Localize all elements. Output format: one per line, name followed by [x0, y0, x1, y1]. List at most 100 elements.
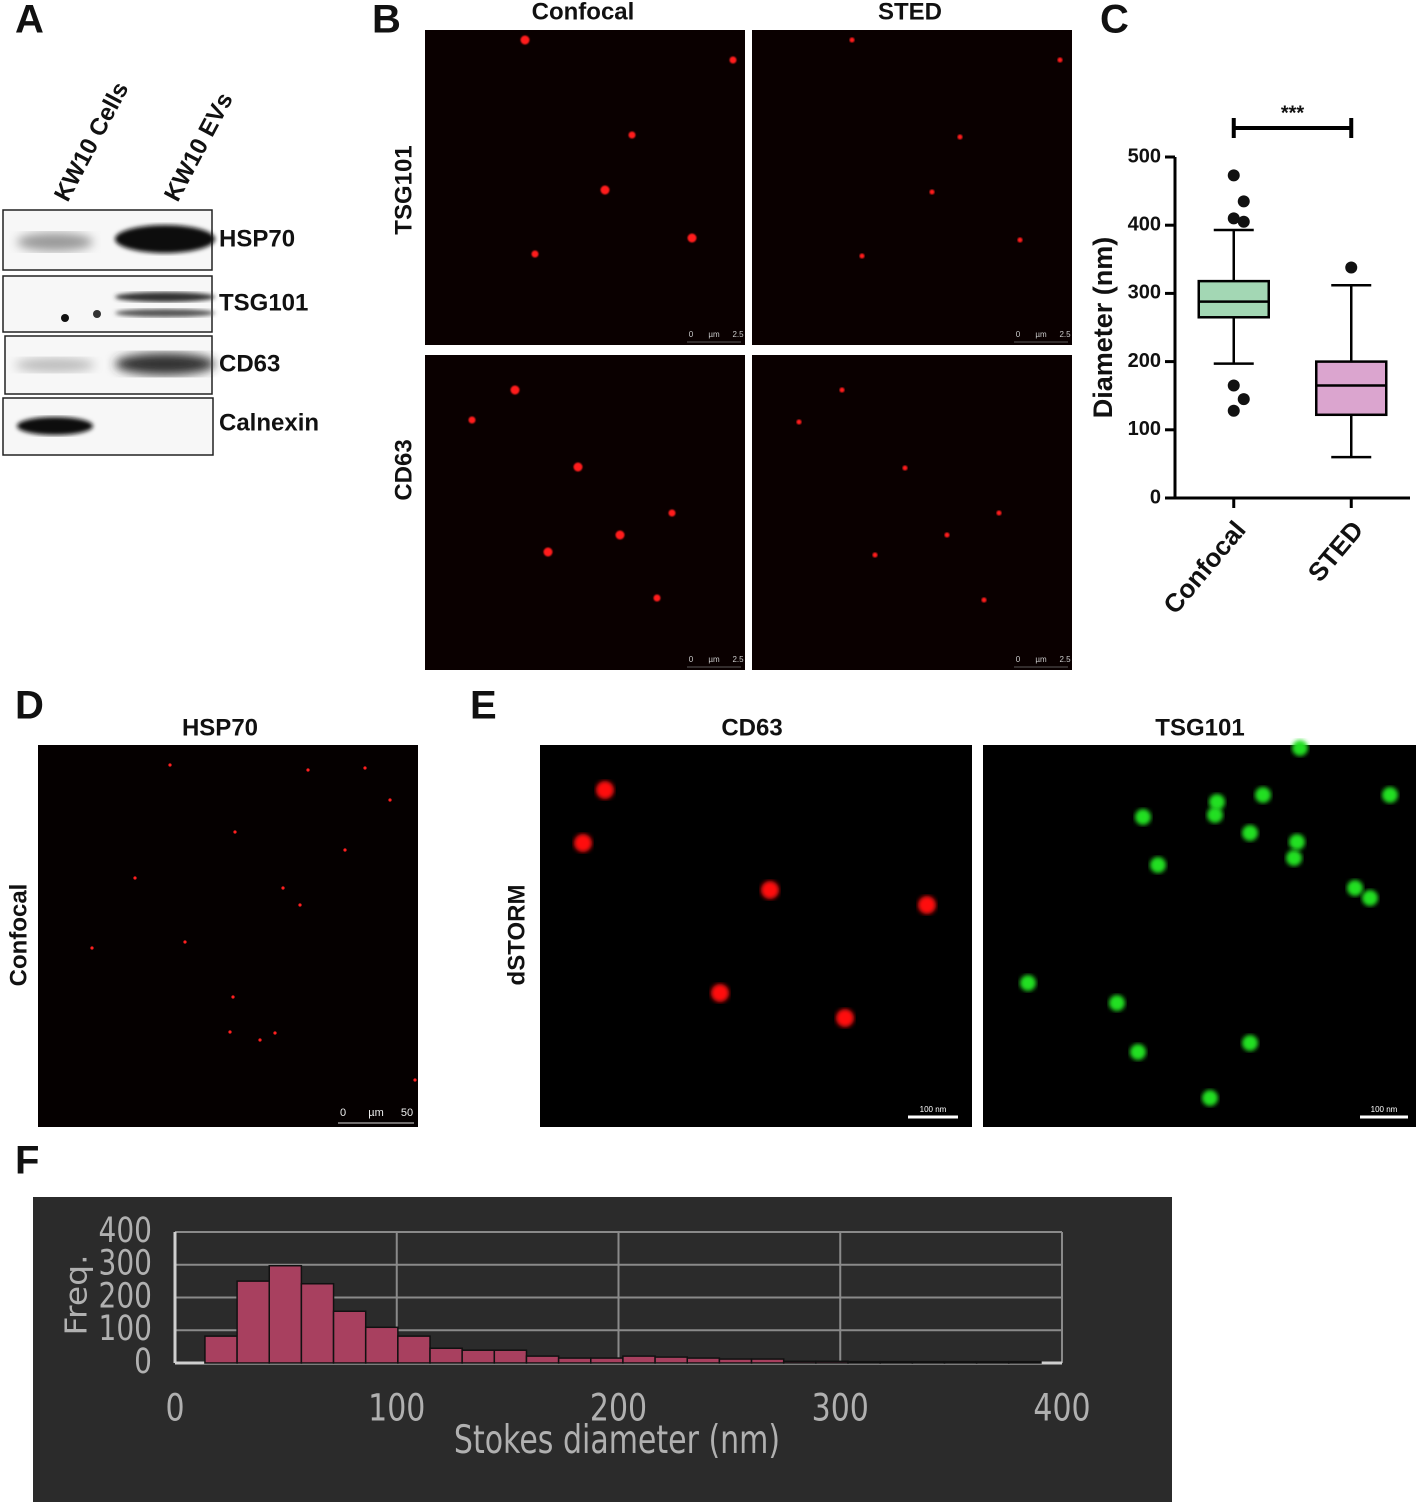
fluorescent-spot [1020, 975, 1036, 991]
bar [429, 1347, 463, 1364]
scale-label: 0 [1016, 330, 1021, 339]
scale-label: 0 [340, 1107, 346, 1119]
panel-label: B [372, 0, 401, 42]
outlier [1237, 215, 1250, 228]
micrograph [752, 355, 1072, 670]
fluorescent-spot [1135, 809, 1151, 825]
scale-label: 50 [401, 1107, 413, 1119]
bar [300, 1282, 335, 1364]
row-label: TSG101 [219, 289, 308, 316]
outlier [1237, 393, 1250, 406]
fluorescent-spot [981, 597, 987, 603]
panel-label: D [15, 684, 44, 728]
fluorescent-spot [90, 946, 94, 950]
fluorescent-spot [1242, 1035, 1258, 1051]
micrograph [425, 30, 745, 345]
y-tick-label: 500 [1128, 145, 1161, 167]
fluorescent-spot [859, 253, 865, 259]
bar [493, 1349, 528, 1364]
fluorescent-spot [168, 763, 172, 767]
fluorescent-spot [796, 419, 802, 425]
y-axis-label: Freq. [60, 1254, 94, 1335]
bar [268, 1264, 303, 1364]
panel-label: A [15, 0, 44, 42]
x-tick-label: 400 [1033, 1386, 1090, 1430]
fluorescent-spot [902, 465, 908, 471]
column-label: Confocal [532, 0, 635, 25]
fluorescent-spot [839, 387, 845, 393]
outlier [1227, 379, 1240, 392]
fluorescent-spot [228, 1030, 232, 1034]
micrograph [425, 355, 745, 670]
fluorescent-spot [596, 781, 614, 799]
fluorescent-spot [929, 189, 935, 195]
scale-label: µm [1035, 330, 1047, 339]
fluorescent-spot [872, 552, 878, 558]
y-tick-label: 0 [1150, 486, 1161, 508]
bar [590, 1357, 624, 1364]
fluorescent-spot [183, 940, 187, 944]
fluorescent-spot [133, 876, 137, 880]
micrograph [38, 745, 418, 1127]
outlier [1227, 169, 1240, 182]
outlier [1345, 261, 1358, 274]
fluorescent-spot [628, 131, 636, 139]
fluorescent-spot [1289, 834, 1305, 850]
bar [879, 1360, 914, 1364]
fluorescent-spot [957, 134, 963, 140]
fluorescent-spot [1347, 880, 1363, 896]
bar [1008, 1360, 1042, 1364]
box [1197, 279, 1270, 319]
fluorescent-spot [273, 1031, 277, 1035]
row-label: HSP70 [219, 225, 295, 252]
x-tick-label: 200 [590, 1386, 647, 1430]
y-axis-label: Diameter (nm) [1088, 237, 1118, 419]
fluorescent-spot [615, 530, 625, 540]
row-label: CD63 [219, 350, 280, 377]
fluorescent-spot [687, 233, 697, 243]
y-tick-label: 100 [99, 1309, 152, 1349]
fluorescent-spot [1209, 794, 1225, 810]
western-blot [2, 209, 215, 456]
panel-label: C [1100, 0, 1129, 42]
fluorescent-spot [944, 532, 950, 538]
image-title: CD63 [721, 714, 782, 741]
x-tick-label: 0 [165, 1386, 184, 1430]
x-tick-label: 300 [812, 1386, 869, 1430]
fluorescent-spot [1057, 57, 1063, 63]
fluorescent-spot [1202, 1090, 1218, 1106]
fluorescent-spot [600, 185, 610, 195]
row-label: CD63 [390, 439, 417, 500]
column-label: KW10 Cells [49, 78, 134, 206]
bar [654, 1356, 688, 1364]
scale-label: 0 [689, 330, 694, 339]
bar [815, 1360, 849, 1364]
fluorescent-spot [1292, 740, 1308, 756]
fluorescent-spot [996, 510, 1002, 516]
y-tick-label: 0 [134, 1342, 152, 1382]
scale-label: 0 [1016, 655, 1021, 664]
y-tick-label: 200 [1128, 350, 1161, 372]
micrograph [540, 745, 972, 1127]
x-tick-label: 100 [368, 1386, 425, 1430]
fluorescent-spot [849, 37, 855, 43]
fluorescent-spot [1130, 1044, 1146, 1060]
row-label: dSTORM [503, 885, 530, 986]
y-tick-label: 400 [99, 1211, 152, 1251]
fluorescent-spot [761, 881, 779, 899]
bar [911, 1360, 946, 1364]
fluorescent-spot [531, 250, 539, 258]
outlier [1237, 195, 1250, 208]
x-tick-label: Confocal [1157, 515, 1251, 619]
scale-label: µm [368, 1107, 384, 1119]
image-title: TSG101 [1155, 714, 1244, 741]
scale-label: µm [1035, 655, 1047, 664]
fluorescent-spot [573, 462, 583, 472]
scale-label: µm [708, 655, 720, 664]
significance-label: *** [1281, 102, 1305, 124]
bar [750, 1358, 785, 1364]
fluorescent-spot [388, 798, 392, 802]
row-label: Confocal [5, 884, 32, 987]
fluorescent-spot [574, 834, 592, 852]
